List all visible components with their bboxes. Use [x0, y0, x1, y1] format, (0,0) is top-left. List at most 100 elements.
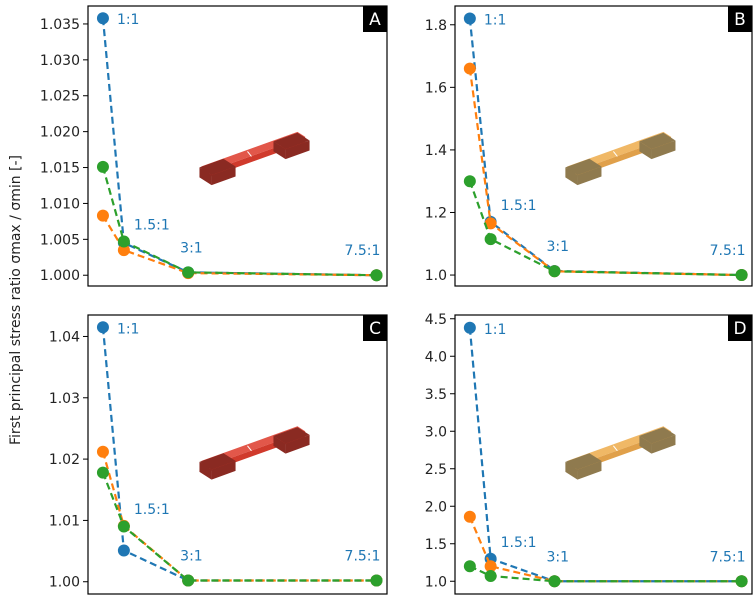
specimen-grip-right-top: [639, 132, 676, 150]
y-tick-label: 1.01: [49, 513, 80, 529]
panel-badge: [728, 315, 752, 341]
y-tick-label: 1.02: [49, 452, 80, 468]
y-tick-label: 3.0: [425, 424, 447, 440]
specimen-gauge-mark: [612, 151, 618, 157]
data-point-blue: [96, 321, 109, 334]
y-tick-label: 2.0: [425, 499, 447, 515]
specimen-grip-right-top: [273, 427, 310, 444]
series-line-green: [469, 565, 742, 583]
data-point-green: [370, 269, 383, 282]
specimen-grip-right-top: [639, 427, 676, 444]
series-line-orange: [468, 68, 742, 277]
ratio-label: 1:1: [117, 321, 140, 337]
data-point-green: [117, 520, 130, 533]
data-point-green: [548, 575, 561, 588]
panel-badge: [363, 315, 387, 341]
data-point-blue: [117, 544, 130, 557]
ratio-label: 1:1: [117, 12, 140, 28]
panel-c: 1.00 1.01 1.02 1.03 1.04 C 1:1 1.5:1 3:1 7.5:1: [49, 314, 388, 595]
panel-badge: [363, 6, 387, 32]
specimen-grip-right-front: [285, 140, 310, 160]
data-point-green: [484, 233, 497, 246]
data-point-green: [735, 269, 748, 282]
specimen-grip-left-top: [565, 453, 602, 470]
data-point-green: [370, 574, 383, 587]
y-tick-label: 1.0: [425, 268, 447, 284]
specimen-grip-right-front: [285, 434, 310, 454]
data-point-orange: [463, 510, 476, 523]
specimen-gauge-mark: [247, 151, 252, 157]
y-tick-label: 1.6: [425, 80, 447, 96]
panel-b: 1.0 1.2 1.4 1.6 1.8 B 1:1 1.5:1 3:1 7.5:1: [425, 5, 753, 287]
y-tick-label: 1.020: [40, 125, 80, 141]
panel-letter: C: [369, 319, 381, 339]
plot-frame: [87, 314, 388, 595]
ratio-label: 7.5:1: [710, 549, 746, 565]
specimen-gauge-mark: [612, 445, 618, 452]
specimen-grip-left-front: [211, 460, 236, 480]
ratio-label: 3:1: [180, 240, 203, 256]
data-point-green: [548, 265, 561, 278]
data-point-green: [96, 466, 109, 479]
plot-frame: [454, 5, 753, 287]
data-point-orange: [96, 209, 109, 222]
y-tick-label: 1.00: [49, 575, 80, 591]
y-tick-label: 1.4: [425, 143, 447, 159]
data-point-blue: [96, 12, 109, 25]
data-point-orange: [463, 62, 476, 75]
series-line-green: [468, 180, 742, 277]
data-point-orange: [96, 445, 109, 458]
series-line-blue: [468, 18, 742, 277]
y-tick-label: 1.5: [425, 537, 447, 553]
data-point-green: [484, 570, 497, 582]
y-tick-label: 1.015: [40, 161, 80, 177]
panel-d: 1.0 1.5 2.0 2.5 3.0 3.5 4.0 4.5 D 1:1 1.5:1 3:1 7.5:…: [425, 312, 753, 595]
specimen-grip-left-front: [211, 166, 236, 186]
specimen-grip-left-top: [199, 158, 236, 176]
ratio-label: 7.5:1: [710, 243, 746, 259]
ratio-label: 3:1: [546, 239, 569, 255]
data-point-green: [463, 175, 476, 188]
ratio-label: 3:1: [546, 549, 569, 565]
y-tick-label: 4.5: [425, 312, 447, 328]
specimen-grip-left-front: [577, 460, 602, 480]
y-axis-label: First principal stress ratio σmax / σmin…: [8, 155, 24, 445]
specimen-gauge-mark: [247, 445, 252, 452]
specimen-grip-right-side: [273, 141, 286, 160]
y-tick-label: 1.0: [425, 574, 447, 590]
panel-letter: A: [369, 10, 381, 30]
ratio-label: 1.5:1: [134, 502, 170, 518]
y-tick-label: 1.8: [425, 18, 447, 34]
specimen-grip-right-side: [273, 435, 286, 454]
panel-letter: B: [734, 10, 746, 30]
y-tick-label: 1.030: [40, 53, 80, 69]
specimen-grip-left-side: [199, 461, 212, 480]
specimen-grip-right-top: [273, 132, 310, 150]
data-point-green: [735, 575, 748, 588]
data-point-green: [463, 560, 476, 573]
data-point-green: [182, 574, 195, 587]
y-tick-label: 1.035: [40, 17, 80, 33]
ratio-label: 1:1: [484, 322, 507, 338]
data-point-blue: [463, 321, 476, 334]
data-point-green: [96, 160, 109, 173]
ratio-label: 1.5:1: [134, 217, 170, 233]
data-point-green: [117, 235, 130, 248]
data-point-orange: [484, 560, 497, 573]
panel-letter: D: [733, 319, 746, 339]
panel-badge: [728, 6, 752, 32]
ratio-label: 1.5:1: [501, 198, 537, 214]
y-tick-label: 1.04: [49, 329, 80, 345]
y-tick-label: 1.025: [40, 89, 80, 105]
ratio-label: 1:1: [484, 13, 507, 29]
specimen-grip-right-side: [639, 141, 652, 160]
y-tick-label: 1.005: [40, 232, 80, 248]
y-tick-label: 1.000: [40, 268, 80, 284]
y-tick-label: 1.2: [425, 205, 447, 221]
specimen-grip-right-front: [651, 140, 676, 160]
series-line-blue: [101, 18, 377, 277]
y-tick-label: 3.5: [425, 387, 447, 403]
specimen-grip-left-side: [565, 461, 578, 480]
ratio-label: 7.5:1: [345, 243, 381, 259]
